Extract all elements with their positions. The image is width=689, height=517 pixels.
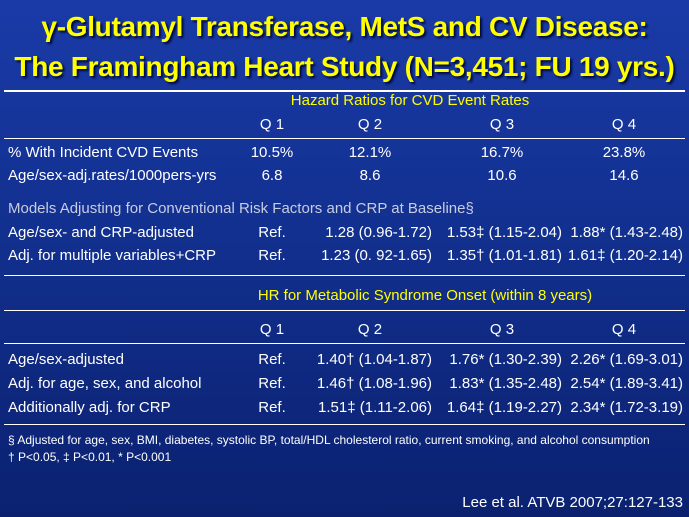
cell-q3: 1.53‡ (1.15-2.04)	[446, 224, 562, 241]
section3-caption: HR for Metabolic Syndrome Onset (within …	[257, 287, 593, 304]
cell-q4: 23.8%	[602, 144, 646, 161]
divider-section3-caption	[4, 310, 685, 311]
slide-title-line2: The Framingham Heart Study (N=3,451; FU …	[14, 51, 675, 82]
table-row: Age/sex- and CRP-adjusted Ref. 1.28 (0.9…	[0, 224, 689, 246]
row-label: Age/sex- and CRP-adjusted	[8, 224, 194, 241]
divider-section1-header	[4, 138, 685, 139]
table-row: Age/sex-adjusted Ref. 1.40† (1.04-1.87) …	[0, 351, 689, 373]
citation: Lee et al. ATVB 2007;27:127-133	[462, 494, 683, 511]
cell-q4: 2.26* (1.69-3.01)	[570, 351, 683, 368]
table-row: Adj. for multiple variables+CRP Ref. 1.2…	[0, 247, 689, 269]
cell-q1: Ref.	[258, 224, 286, 241]
slide-title-line1: γ-Glutamyl Transferase, MetS and CV Dise…	[41, 11, 648, 42]
cell-q1: Ref.	[258, 399, 286, 416]
cell-q2: 1.46† (1.08-1.96)	[316, 375, 432, 392]
cell-q4: 2.34* (1.72-3.19)	[570, 399, 683, 416]
divider-middle	[4, 275, 685, 276]
cell-q4: 1.61‡ (1.20-2.14)	[567, 247, 683, 264]
col-header-q4: Q 4	[611, 116, 637, 133]
cell-q2: 12.1%	[348, 144, 392, 161]
col-header-q1: Q 1	[259, 321, 285, 338]
table-row: % With Incident CVD Events 10.5% 12.1% 1…	[0, 144, 689, 166]
cell-q3: 1.83* (1.35-2.48)	[449, 375, 562, 392]
cell-q3: 1.64‡ (1.19-2.27)	[446, 399, 562, 416]
cell-q1: Ref.	[258, 375, 286, 392]
section1-header-row: Q 1 Q 2 Q 3 Q 4	[0, 116, 689, 138]
cell-q2: 1.23 (0. 92-1.65)	[321, 247, 432, 264]
cell-q1: Ref.	[258, 351, 286, 368]
divider-top	[4, 90, 685, 92]
col-header-q2: Q 2	[357, 321, 383, 338]
cell-q2: 8.6	[359, 167, 381, 184]
table-row: Additionally adj. for CRP Ref. 1.51‡ (1.…	[0, 399, 689, 421]
cell-q4: 1.88* (1.43-2.48)	[570, 224, 683, 241]
row-label: Age/sex-adj.rates/1000pers-yrs	[8, 167, 217, 184]
section2-caption: Models Adjusting for Conventional Risk F…	[8, 200, 474, 217]
row-label: Additionally adj. for CRP	[8, 399, 171, 416]
section3-header-row: Q 1 Q 2 Q 3 Q 4	[0, 321, 689, 343]
col-header-q3: Q 3	[489, 321, 515, 338]
section1-caption: Hazard Ratios for CVD Event Rates	[290, 92, 530, 109]
col-header-q1: Q 1	[259, 116, 285, 133]
row-label: Age/sex-adjusted	[8, 351, 124, 368]
cell-q3: 1.76* (1.30-2.39)	[449, 351, 562, 368]
cell-q3: 10.6	[487, 167, 517, 184]
cell-q3: 1.35† (1.01-1.81)	[446, 247, 562, 264]
col-header-q3: Q 3	[489, 116, 515, 133]
table-row: Adj. for age, sex, and alcohol Ref. 1.46…	[0, 375, 689, 397]
section2-caption-row: Models Adjusting for Conventional Risk F…	[0, 200, 689, 222]
cell-q1: 10.5%	[250, 144, 294, 161]
cell-q1: Ref.	[258, 247, 286, 264]
footnote-significance: † P<0.05, ‡ P<0.01, * P<0.001	[8, 450, 172, 464]
divider-section3-header	[4, 343, 685, 344]
row-label: % With Incident CVD Events	[8, 144, 199, 161]
col-header-q2: Q 2	[357, 116, 383, 133]
row-label: Adj. for multiple variables+CRP	[8, 247, 217, 264]
cell-q4: 14.6	[609, 167, 639, 184]
col-header-q4: Q 4	[611, 321, 637, 338]
divider-bottom	[4, 424, 685, 425]
footnote-adjustment: § Adjusted for age, sex, BMI, diabetes, …	[8, 433, 650, 447]
cell-q3: 16.7%	[480, 144, 524, 161]
cell-q2: 1.40† (1.04-1.87)	[316, 351, 432, 368]
row-label: Adj. for age, sex, and alcohol	[8, 375, 202, 392]
table-row: Age/sex-adj.rates/1000pers-yrs 6.8 8.6 1…	[0, 167, 689, 189]
cell-q4: 2.54* (1.89-3.41)	[570, 375, 683, 392]
cell-q2: 1.28 (0.96-1.72)	[325, 224, 432, 241]
cell-q1: 6.8	[261, 167, 283, 184]
cell-q2: 1.51‡ (1.11-2.06)	[318, 399, 432, 416]
